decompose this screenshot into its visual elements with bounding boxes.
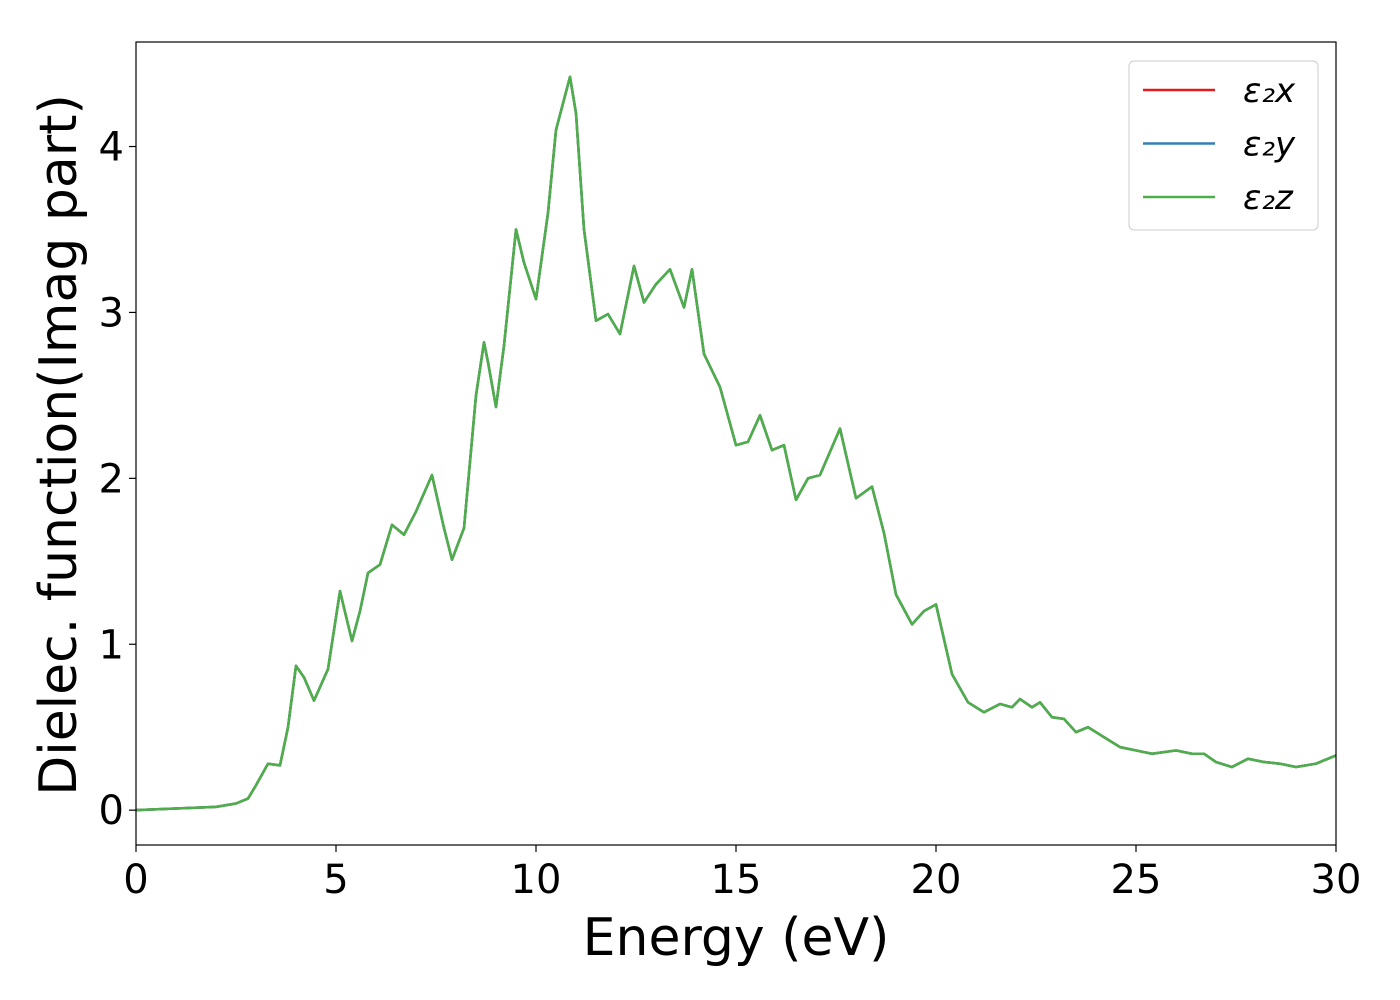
legend-label: ε₂z xyxy=(1243,178,1294,218)
y-tick-label: 4 xyxy=(99,125,124,171)
y-tick-label: 2 xyxy=(99,456,124,502)
legend-label: ε₂x xyxy=(1243,71,1296,111)
y-tick-label: 0 xyxy=(99,788,124,834)
x-tick-label: 5 xyxy=(323,857,348,903)
x-tick-label: 25 xyxy=(1111,857,1162,903)
legend-box xyxy=(1128,60,1319,231)
y-tick-label: 3 xyxy=(99,290,124,336)
x-axis-label: Energy (eV) xyxy=(583,908,890,968)
x-tick-label: 20 xyxy=(911,857,962,903)
x-tick-label: 0 xyxy=(123,857,148,903)
y-axis-label: Dielec. function(Imag part) xyxy=(29,94,89,796)
plot-frame xyxy=(135,41,1337,846)
data-line xyxy=(135,75,1337,812)
x-tick-label: 10 xyxy=(511,857,562,903)
x-tick-label: 30 xyxy=(1311,857,1362,903)
x-tick-label: 15 xyxy=(711,857,762,903)
y-tick-label: 1 xyxy=(99,622,124,668)
legend-label: ε₂y xyxy=(1243,125,1296,165)
